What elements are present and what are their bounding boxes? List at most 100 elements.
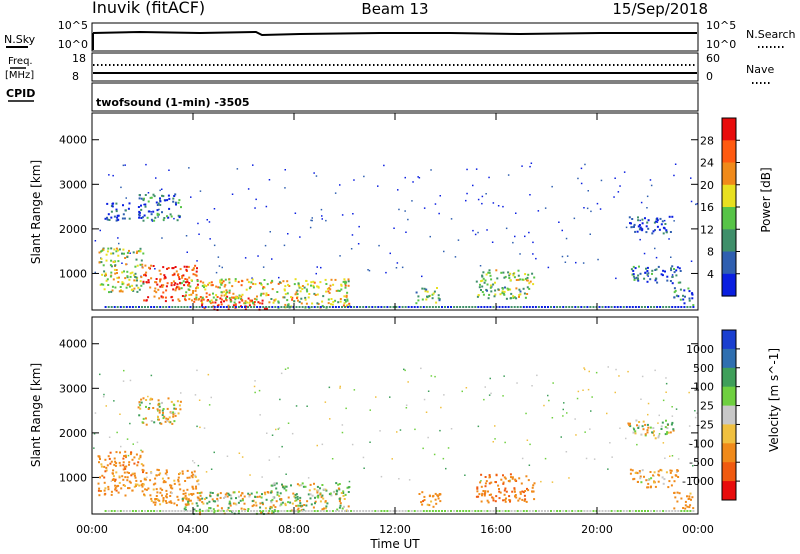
power-ground-cell [186,306,189,308]
power-data-cell [201,304,203,307]
velocity-scatter-cell [287,367,289,369]
power-data-cell [224,283,227,286]
power-scatter-cell [320,266,322,269]
velocity-data-cell [439,500,442,503]
velocity-scatter-cell [174,412,176,415]
velocity-scatter-cell [450,428,453,430]
power-ground-cell [601,306,604,308]
power-data-cell [116,272,118,274]
velocity-data-cell [421,491,424,494]
velocity-ground-cell [283,510,286,512]
power-scatter-cell [417,176,419,178]
velocity-scatter-cell [688,391,690,394]
velocity-scatter-cell [427,436,429,439]
velocity-data-cell [299,504,302,507]
power-data-cell [243,302,246,305]
power-data-cell [261,299,264,302]
power-colorbar-tick-label: 12 [700,223,714,236]
velocity-data-cell [173,404,176,407]
power-scatter-cell [485,193,487,195]
velocity-data-cell [272,483,275,486]
power-data-cell [431,293,434,296]
velocity-data-cell [142,483,145,486]
nsearch-tick-top: 10^5 [706,19,736,32]
velocity-data-cell [185,508,187,511]
velocity-scatter-cell [433,453,436,456]
velocity-data-cell [498,490,501,493]
power-data-cell [274,298,277,301]
power-data-cell [497,288,500,291]
power-data-cell [673,271,676,274]
velocity-data-cell [654,437,657,440]
velocity-data-cell [154,501,157,504]
power-data-cell [635,276,638,279]
power-scatter-cell [121,262,123,264]
velocity-data-cell [271,484,274,487]
velocity-ground-cell [234,510,237,512]
velocity-data-cell [229,504,232,507]
power-data-cell [222,280,225,283]
velocity-data-cell [494,500,497,503]
velocity-data-cell [428,495,431,498]
velocity-data-cell [296,509,299,512]
velocity-colorbar-tick-label: -25 [696,418,714,431]
power-data-cell [663,227,666,230]
velocity-scatter-cell [611,456,613,458]
velocity-data-cell [657,436,660,439]
power-data-cell [342,280,345,283]
power-data-cell [187,265,190,268]
velocity-data-cell [178,473,180,476]
power-data-cell [223,285,226,288]
velocity-data-cell [484,490,487,493]
power-data-cell [178,276,180,279]
power-scatter-cell [418,177,421,179]
velocity-data-cell [665,471,668,474]
power-data-cell [277,282,280,285]
velocity-data-cell [531,490,534,493]
velocity-data-cell [126,476,129,479]
power-data-cell [425,298,428,301]
velocity-data-cell [439,493,442,496]
velocity-ground-cell [286,510,289,512]
power-data-cell [337,301,340,304]
velocity-data-cell [484,485,487,488]
velocity-ground-cell [262,510,265,512]
velocity-scatter-cell [536,374,538,377]
velocity-data-cell [320,496,323,499]
velocity-data-cell [330,494,333,497]
power-data-cell [160,295,163,298]
velocity-data-cell [271,512,273,515]
velocity-data-cell [232,502,235,505]
power-data-cell [217,286,220,289]
power-data-cell [190,293,193,296]
power-data-cell [691,297,694,300]
power-data-cell [140,284,143,287]
power-scatter-cell [294,212,297,214]
power-data-cell [494,281,496,284]
velocity-data-cell [488,476,491,479]
power-scatter-cell [350,248,353,250]
power-data-cell [119,290,122,293]
power-data-cell [282,296,285,299]
power-scatter-cell [497,205,500,207]
power-data-cell [517,278,520,281]
velocity-ground-cell [189,510,192,512]
power-data-cell [228,291,231,294]
power-data-cell [676,266,679,269]
power-data-cell [656,217,659,220]
power-data-cell [633,223,636,226]
power-data-cell [312,280,315,283]
velocity-data-cell [157,469,160,472]
velocity-data-cell [326,502,329,505]
power-data-cell [312,286,315,289]
power-ground-cell [507,306,510,308]
velocity-scatter-cell [560,436,562,438]
power-data-cell [688,290,691,293]
date-title: 15/Sep/2018 [612,0,708,18]
power-data-cell [512,273,515,276]
velocity-scatter-cell [238,452,241,454]
velocity-data-cell [340,492,343,494]
power-data-cell [228,281,231,284]
velocity-data-cell [160,422,163,425]
power-data-cell [501,287,504,290]
